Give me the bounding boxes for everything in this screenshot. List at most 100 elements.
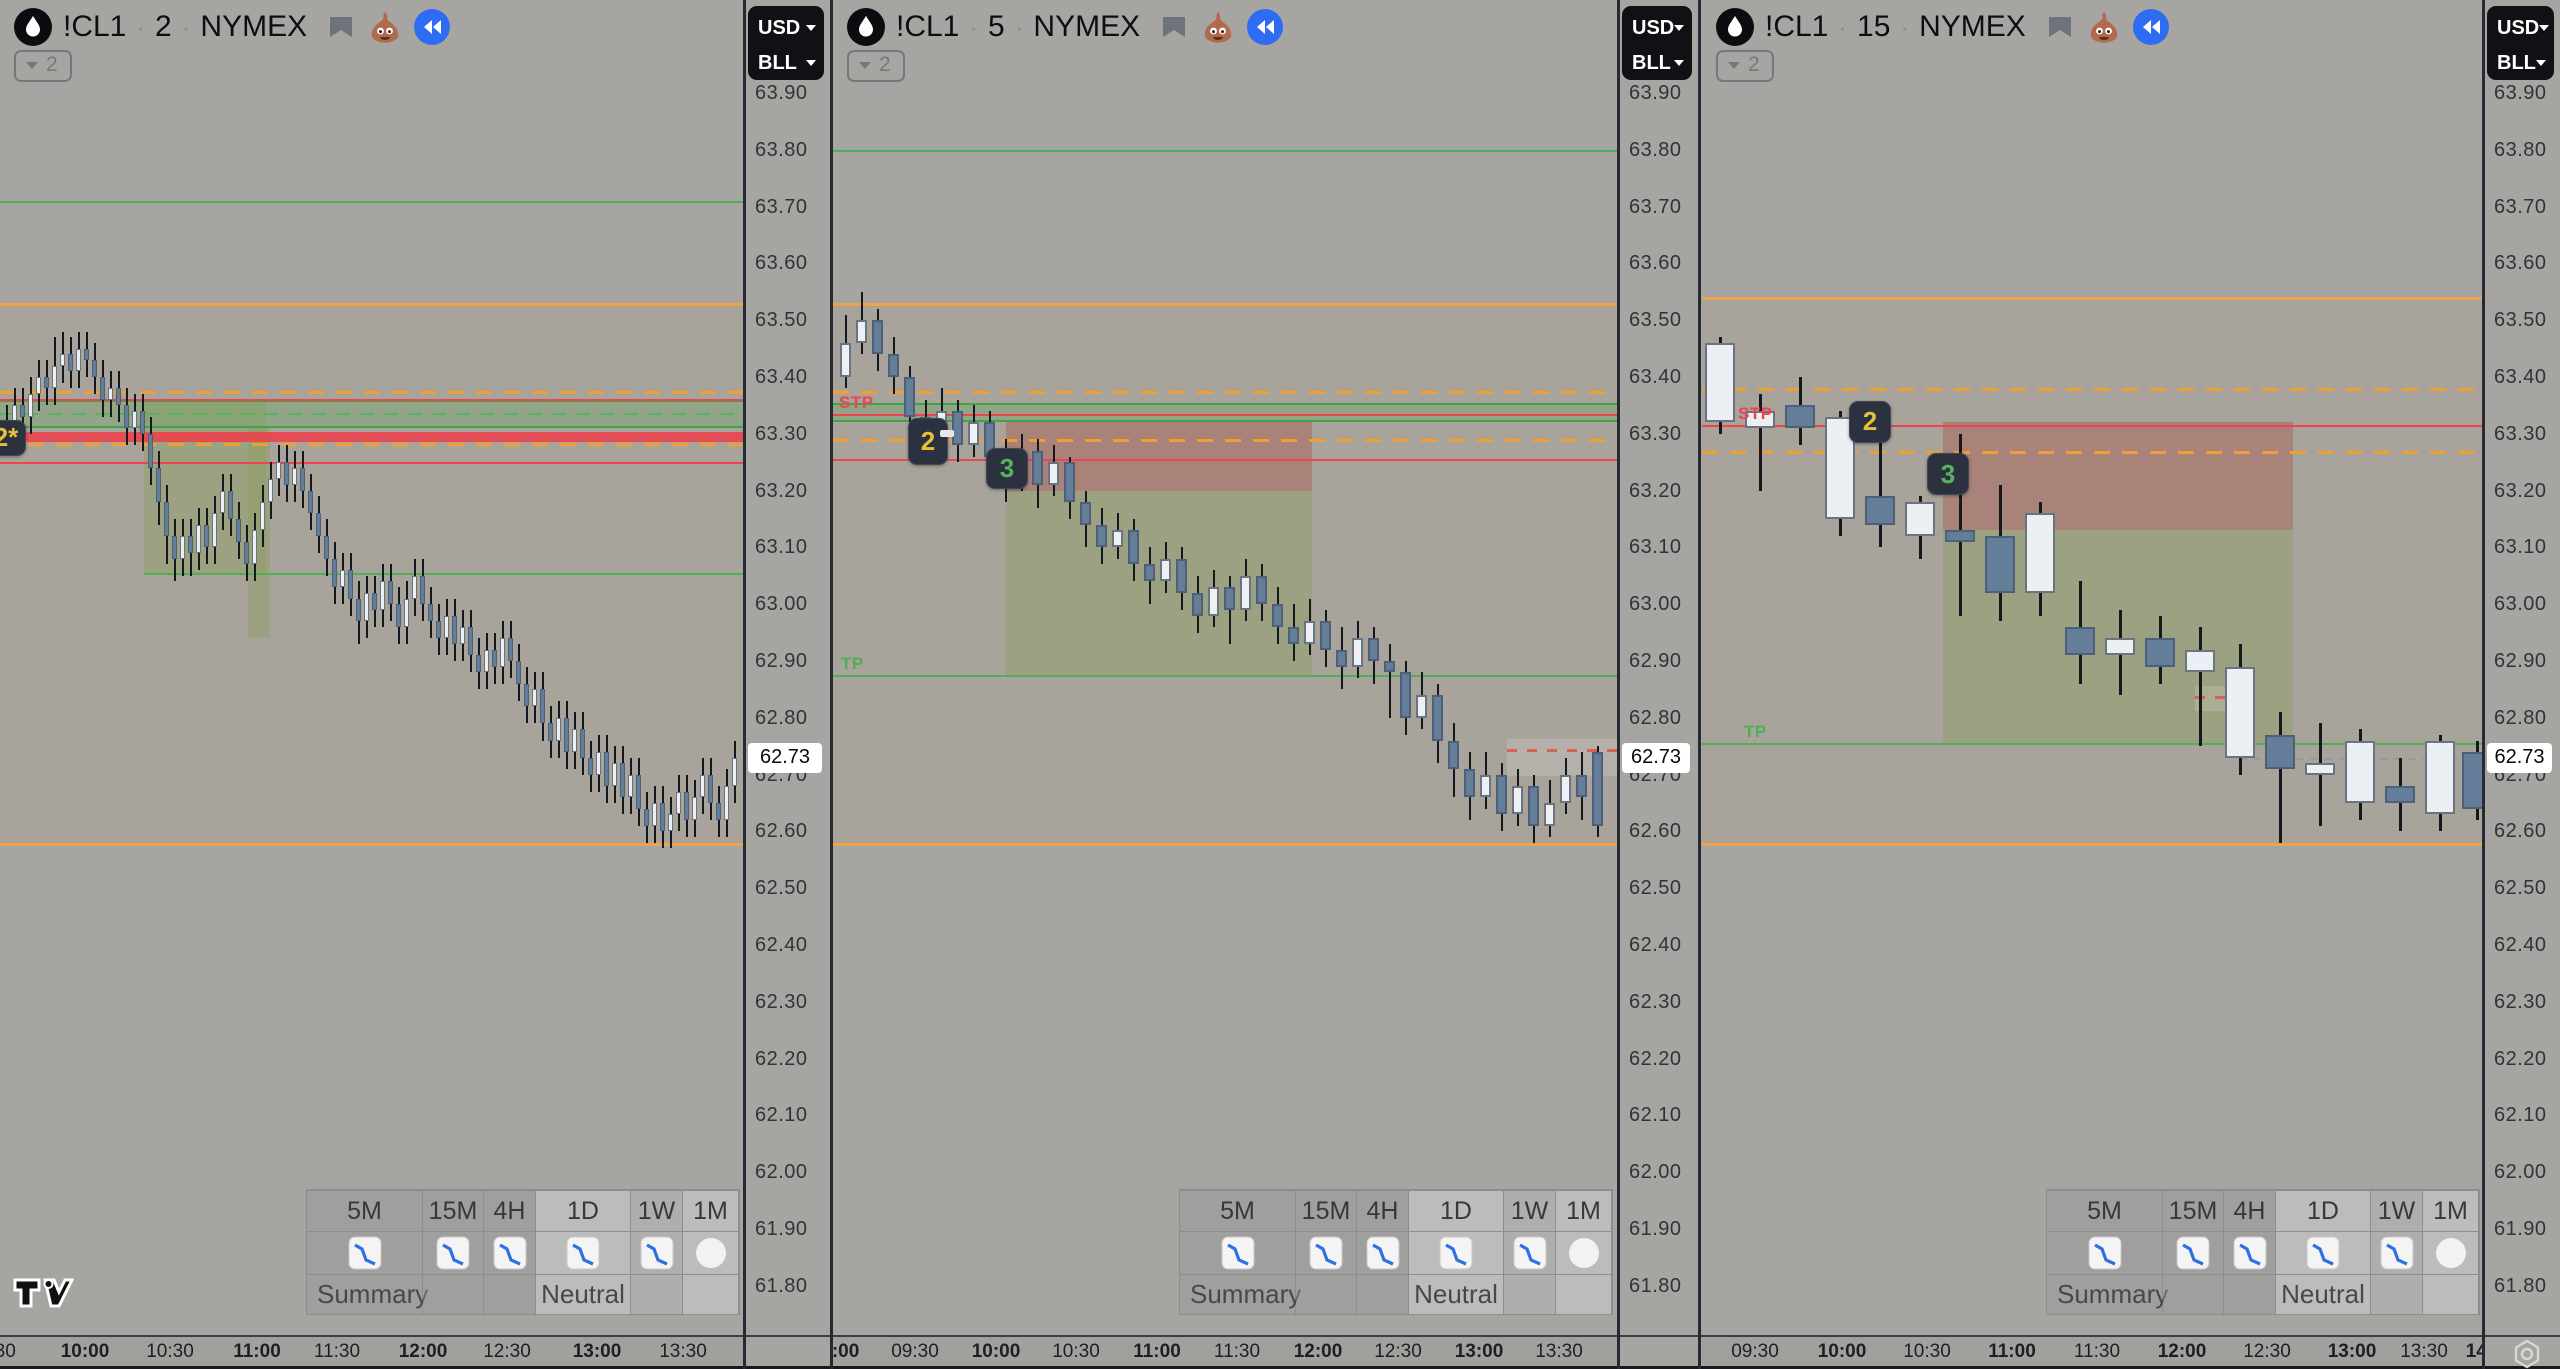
timeframe-cell-1d[interactable]: 1D (536, 1190, 631, 1231)
candle-down (1400, 672, 1411, 718)
flag-icon[interactable] (2045, 12, 2075, 42)
timeframe-cell-1w[interactable]: 1W (631, 1190, 683, 1231)
price-axis-label: 63.80 (755, 138, 808, 161)
trade-marker-3[interactable]: 3 (986, 448, 1028, 489)
timeframe-cell-5m[interactable]: 5M (1180, 1190, 1296, 1231)
price-axis-label: 63.40 (2494, 366, 2547, 388)
candle-up (1705, 342, 1735, 423)
price-axis[interactable]: 63.90 63.80 63.70 63.60 63.50 63.40 63.30 63.20… (2485, 0, 2560, 1337)
chart-pane-5m[interactable]: STP TP 2 3 (833, 0, 1617, 1337)
signal-icon-cell[interactable] (2276, 1231, 2371, 1274)
signal-icon-cell[interactable] (2224, 1231, 2276, 1274)
price-axis[interactable]: 63.90 63.80 63.70 63.60 63.50 63.40 63.30 63.20… (746, 0, 830, 1337)
trade-marker-2[interactable]: 2 (1849, 400, 1891, 443)
pane-separator[interactable] (1617, 0, 1620, 1369)
time-axis[interactable]: 09:30 10:00 10:30 11:00 11:30 12:00 12:30 13:00… (0, 1337, 743, 1369)
tradingview-logo[interactable] (12, 1272, 74, 1312)
trade-marker-2[interactable]: 2* (0, 419, 26, 456)
price-axis-label: 62.20 (2494, 1047, 2547, 1070)
candle-down (580, 729, 585, 758)
signal-icon-cell[interactable] (1357, 1231, 1409, 1274)
symbol-title[interactable]: !CL1 · 5 · NYMEX (896, 10, 1140, 44)
pane-separator[interactable] (1698, 0, 1701, 1369)
signal-icon-cell[interactable] (1180, 1231, 1296, 1274)
signal-icon-cell[interactable] (1409, 1231, 1504, 1274)
timeframe-cell-1d[interactable]: 1D (1409, 1190, 1504, 1231)
symbol-title[interactable]: !CL1 · 2 · NYMEX (63, 10, 307, 44)
candle-down (716, 803, 721, 821)
currency-dropdown[interactable]: USD (2497, 14, 2550, 42)
price-axis-label: 63.40 (1629, 366, 1682, 388)
price-axis-label: 63.40 (755, 366, 808, 388)
rewind-button-icon[interactable] (1247, 9, 1284, 45)
flag-icon[interactable] (326, 12, 356, 42)
signal-icon-cell[interactable] (2371, 1231, 2423, 1274)
timeframe-cell-1d[interactable]: 1D (2276, 1190, 2371, 1231)
trade-marker-3[interactable]: 3 (1927, 453, 1969, 496)
currency-dropdown[interactable]: USD (758, 14, 816, 42)
chevron-down-icon (1728, 61, 1740, 69)
pane-separator[interactable] (830, 0, 833, 1369)
indicator-count-badge[interactable]: 2 (14, 50, 72, 82)
tp-line (833, 149, 1617, 152)
indicator-count-badge[interactable]: 2 (1716, 50, 1774, 82)
unit-dropdown[interactable]: BLL (758, 49, 816, 77)
chart-pane-15m[interactable]: STP TP 2 3 (1702, 0, 2482, 1337)
chart-down-icon (2380, 1236, 2413, 1270)
flag-icon[interactable] (1159, 12, 1189, 42)
signal-icon-cell[interactable] (536, 1231, 631, 1274)
candle-up (1745, 411, 1775, 429)
candle-down (1368, 638, 1379, 661)
currency-dropdown[interactable]: USD (1632, 14, 1685, 42)
signal-icon-cell[interactable] (307, 1231, 423, 1274)
timeframe-cell-15m[interactable]: 15M (423, 1190, 484, 1231)
candle-up (340, 570, 345, 588)
signal-icon-cell[interactable] (683, 1231, 739, 1274)
signal-icon-cell[interactable] (2163, 1231, 2224, 1274)
time-axis[interactable]: 09:00 09:30 10:00 10:30 11:00 11:30 12:00 12:30… (833, 1337, 1617, 1369)
symbol-title[interactable]: !CL1 · 15 · NYMEX (1765, 10, 2026, 44)
candle-up (676, 791, 681, 815)
timeframe-cell-4h[interactable]: 4H (2224, 1190, 2276, 1231)
timeframe-cell-4h[interactable]: 4H (1357, 1190, 1409, 1231)
timeframe-cell-1m[interactable]: 1M (683, 1190, 739, 1231)
rewind-button-icon[interactable] (2132, 9, 2169, 45)
rewind-button-icon[interactable] (414, 9, 451, 45)
gear-icon[interactable] (2512, 1339, 2542, 1369)
pane-separator[interactable] (2482, 0, 2485, 1369)
title-separator: · (1014, 11, 1024, 42)
candle-down (228, 490, 233, 519)
signal-icon-cell[interactable] (484, 1231, 536, 1274)
indicator-count: 2 (1748, 53, 1760, 76)
technicals-widget[interactable]: 5M Summary 15M 4H 1D Neutral 1W 1M (2046, 1189, 2480, 1315)
signal-icon-cell[interactable] (1556, 1231, 1612, 1274)
chart-pane-2m[interactable]: 2* (0, 0, 743, 1337)
timeframe-cell-5m[interactable]: 5M (307, 1190, 423, 1231)
trade-marker-2[interactable]: 2 (908, 418, 948, 466)
signal-icon-cell[interactable] (1504, 1231, 1556, 1274)
price-axis[interactable]: 63.90 63.80 63.70 63.60 63.50 63.40 63.30 63.20… (1620, 0, 1698, 1337)
signal-icon-cell[interactable] (423, 1231, 484, 1274)
timeframe-cell-15m[interactable]: 15M (1296, 1190, 1357, 1231)
timeframe-cell-15m[interactable]: 15M (2163, 1190, 2224, 1231)
technicals-widget[interactable]: 5M Summary 15M 4H 1D Neutral 1W 1M (1179, 1189, 1613, 1315)
indicator-count-badge[interactable]: 2 (847, 50, 905, 82)
timeframe-cell-1m[interactable]: 1M (2423, 1190, 2479, 1231)
technicals-widget[interactable]: 5M Summary 15M 4H 1D Neutral 1W 1M (306, 1189, 740, 1315)
timeframe-cell-1w[interactable]: 1W (2371, 1190, 2423, 1231)
time-axis[interactable]: 09:30 10:00 10:30 11:00 11:30 12:00 12:30 13:00… (1702, 1337, 2482, 1369)
unit-dropdown[interactable]: BLL (1632, 49, 1684, 77)
pane-separator[interactable] (743, 0, 746, 1369)
timeframe-cell-5m[interactable]: 5M (2047, 1190, 2163, 1231)
signal-icon-cell[interactable] (2423, 1231, 2479, 1274)
signal-icon-cell[interactable] (631, 1231, 683, 1274)
candle-up (292, 467, 297, 485)
signal-icon-cell[interactable] (2047, 1231, 2163, 1274)
pending-order-dashed-line (1507, 749, 1617, 753)
time-axis-label: 10:00 (1817, 1341, 1867, 1362)
timeframe-cell-1m[interactable]: 1M (1556, 1190, 1612, 1231)
timeframe-cell-4h[interactable]: 4H (484, 1190, 536, 1231)
unit-dropdown[interactable]: BLL (2497, 49, 2546, 77)
timeframe-cell-1w[interactable]: 1W (1504, 1190, 1556, 1231)
signal-icon-cell[interactable] (1296, 1231, 1357, 1274)
